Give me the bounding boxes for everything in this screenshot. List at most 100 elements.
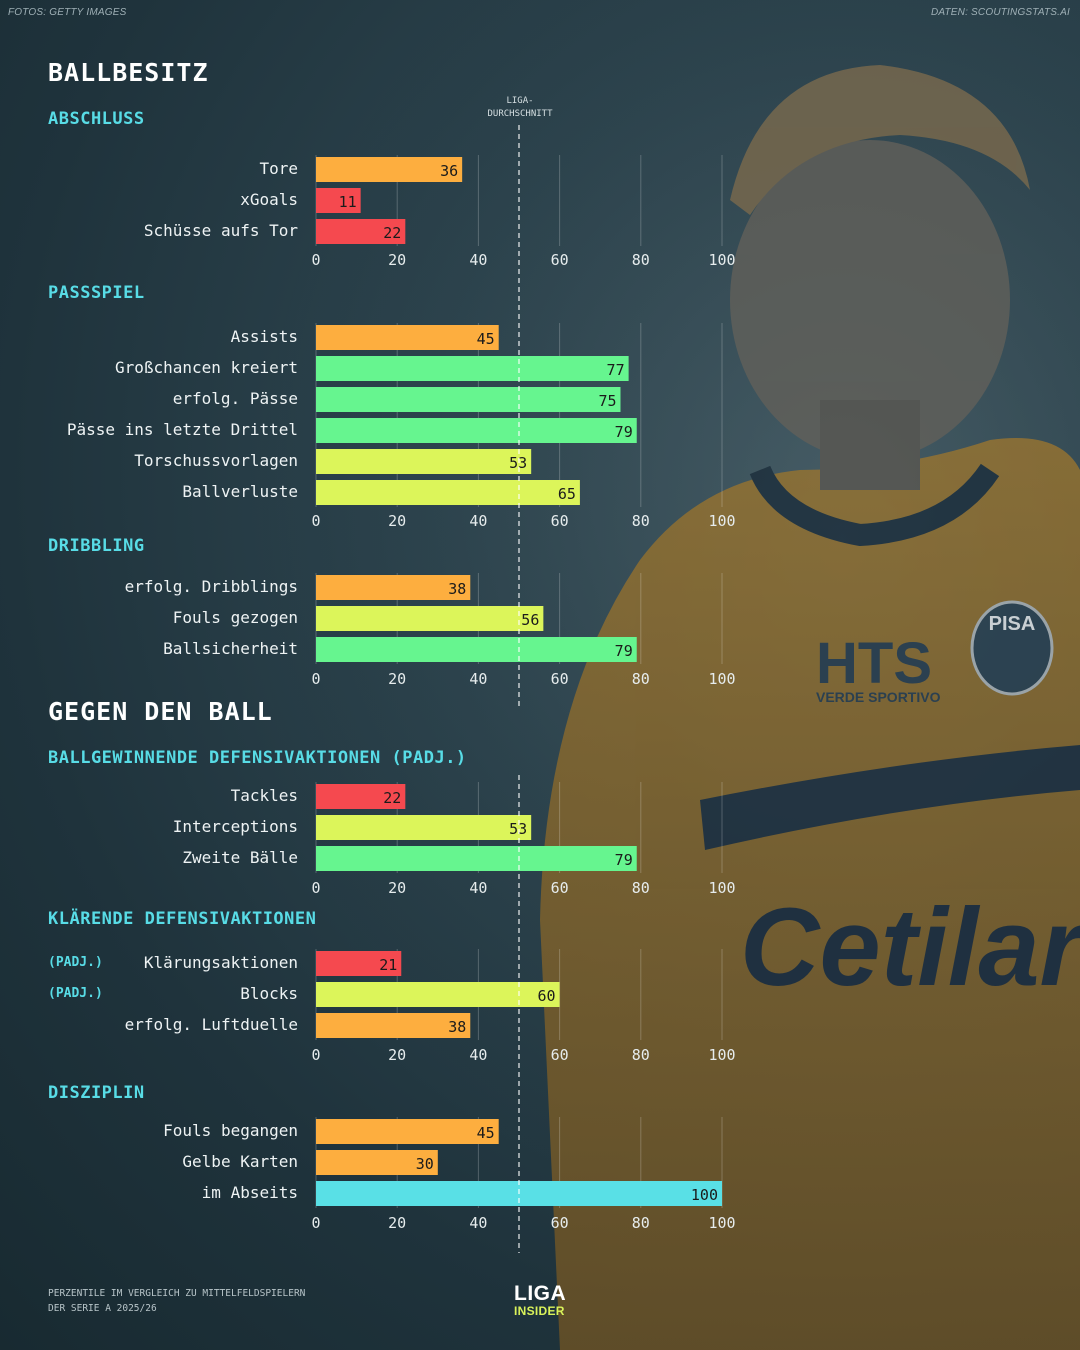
bar-value-label: 30 <box>416 1155 434 1173</box>
bar <box>316 449 532 474</box>
x-tick-label: 20 <box>388 1214 406 1232</box>
x-tick-label: 60 <box>551 512 569 530</box>
section-title-klaerende: KLÄRENDE DEFENSIVAKTIONEN <box>48 909 317 929</box>
section-title-disziplin: DISZIPLIN <box>48 1083 145 1103</box>
bar-category-label: Ballverluste <box>182 482 298 501</box>
x-tick-label: 80 <box>632 251 650 269</box>
logo-line2: INSIDER <box>514 1304 565 1318</box>
x-tick-label: 100 <box>708 879 735 897</box>
bar-value-label: 45 <box>477 330 495 348</box>
footnote: PERZENTILE IM VERGLEICH ZU MITTELFELDSPI… <box>48 1286 305 1316</box>
bar-category-label: Zweite Bälle <box>182 848 298 867</box>
padj-tag: (PADJ.) <box>48 986 103 1001</box>
bar <box>316 575 471 600</box>
bar-value-label: 60 <box>538 987 556 1005</box>
bar-category-label: Gelbe Karten <box>182 1152 298 1171</box>
bar <box>316 480 580 505</box>
x-tick-label: 80 <box>632 670 650 688</box>
section-title-ballgewinnende: BALLGEWINNENDE DEFENSIVAKTIONEN (PADJ.) <box>48 748 467 768</box>
bar <box>316 846 637 871</box>
x-tick-label: 100 <box>708 512 735 530</box>
x-tick-label: 20 <box>388 670 406 688</box>
x-tick-label: 0 <box>311 512 320 530</box>
bar-value-label: 11 <box>339 193 357 211</box>
bar-category-label: Fouls begangen <box>163 1121 298 1140</box>
logo-line1: LIGA <box>514 1282 567 1305</box>
x-tick-label: 0 <box>311 1214 320 1232</box>
bar-value-label: 79 <box>615 851 633 869</box>
bar <box>316 637 637 662</box>
bar-value-label: 53 <box>509 454 527 472</box>
group-title-gegen-den-ball: GEGEN DEN BALL <box>48 697 273 726</box>
bar-category-label: Tore <box>259 159 298 178</box>
x-tick-label: 60 <box>551 251 569 269</box>
bar-value-label: 22 <box>383 789 401 807</box>
bar-value-label: 22 <box>383 224 401 242</box>
sponsor-logo: HTS <box>816 631 932 696</box>
x-tick-label: 100 <box>708 1214 735 1232</box>
bar-value-label: 75 <box>598 392 616 410</box>
x-tick-label: 60 <box>551 1214 569 1232</box>
x-tick-label: 0 <box>311 1046 320 1064</box>
league-average-label-line2: DURCHSCHNITT <box>487 109 553 119</box>
bar-category-label: im Abseits <box>202 1183 298 1202</box>
x-tick-label: 20 <box>388 879 406 897</box>
section-title-passspiel: PASSSPIEL <box>48 283 145 303</box>
x-tick-label: 80 <box>632 1046 650 1064</box>
bar-value-label: 21 <box>379 956 397 974</box>
x-tick-label: 100 <box>708 251 735 269</box>
bar <box>316 325 499 350</box>
bar <box>316 157 463 182</box>
bar-value-label: 36 <box>440 162 458 180</box>
bar-value-label: 77 <box>607 361 625 379</box>
liga-insider-logo: LIGA INSIDER <box>514 1283 566 1317</box>
bar-category-label: Torschussvorlagen <box>134 451 298 470</box>
bar <box>316 1119 499 1144</box>
bar-category-label: erfolg. Luftduelle <box>125 1015 298 1034</box>
x-tick-label: 40 <box>469 251 487 269</box>
bar-value-label: 45 <box>477 1124 495 1142</box>
x-tick-label: 100 <box>708 670 735 688</box>
bar <box>316 1013 471 1038</box>
bar-category-label: Tackles <box>231 786 298 805</box>
section-title-dribbling: DRIBBLING <box>48 536 145 556</box>
group-title-ballbesitz: BALLBESITZ <box>48 58 209 87</box>
bar <box>316 815 532 840</box>
bar-category-label: Assists <box>231 327 298 346</box>
x-tick-label: 40 <box>469 670 487 688</box>
league-average-label-line1: LIGA- <box>506 96 534 106</box>
bar-category-label: Fouls gezogen <box>173 608 298 627</box>
x-tick-label: 80 <box>632 512 650 530</box>
padj-tag: (PADJ.) <box>48 955 103 970</box>
bar <box>316 219 406 244</box>
bar-value-label: 79 <box>615 642 633 660</box>
x-tick-label: 60 <box>551 670 569 688</box>
bar-category-label: Interceptions <box>173 817 298 836</box>
bar-category-label: Pässe ins letzte Drittel <box>67 420 298 439</box>
chest-sponsor: Cetilar <box>740 886 1080 1009</box>
x-tick-label: 40 <box>469 1046 487 1064</box>
sponsor-sub: VERDE SPORTIVO <box>816 689 941 705</box>
bar-value-label: 38 <box>448 580 466 598</box>
bar <box>316 418 637 443</box>
bar <box>316 1150 438 1175</box>
bar <box>316 784 406 809</box>
bar-category-label: erfolg. Pässe <box>173 389 298 408</box>
x-tick-label: 80 <box>632 879 650 897</box>
bar-category-label: Blocks <box>240 984 298 1003</box>
photo-credit: FOTOS: GETTY IMAGES <box>8 7 127 18</box>
bar-value-label: 100 <box>691 1186 718 1204</box>
bar-category-label: Schüsse aufs Tor <box>144 221 298 240</box>
bar <box>316 356 629 381</box>
x-tick-label: 20 <box>388 512 406 530</box>
bar-category-label: Ballsicherheit <box>163 639 298 658</box>
club-badge: PISA <box>989 613 1036 635</box>
bar-category-label: xGoals <box>240 190 298 209</box>
footnote-line2: DER SERIE A 2025/26 <box>48 1303 157 1314</box>
x-tick-label: 100 <box>708 1046 735 1064</box>
bar <box>316 387 621 412</box>
x-tick-label: 80 <box>632 1214 650 1232</box>
x-tick-label: 20 <box>388 251 406 269</box>
